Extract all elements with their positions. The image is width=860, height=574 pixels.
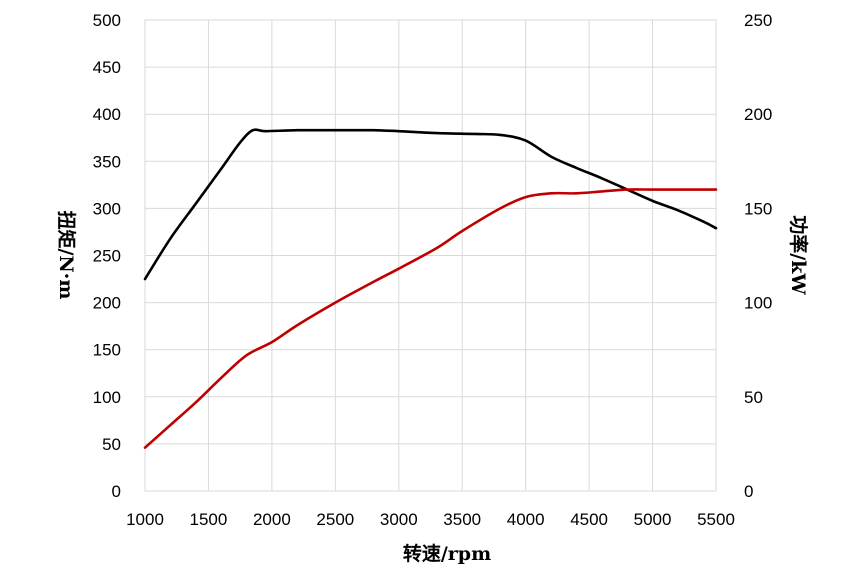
x-tick-label: 3000 (380, 510, 418, 529)
y-left-tick-label: 100 (93, 388, 121, 407)
y-left-tick-label: 450 (93, 58, 121, 77)
y-right-tick-label: 50 (744, 388, 763, 407)
y-left-tick-label: 200 (93, 294, 121, 313)
y-left-tick-label: 0 (112, 482, 121, 501)
y-left-axis-title: 扭矩/N·m (55, 210, 78, 299)
y-left-tick-label: 350 (93, 152, 121, 171)
x-tick-label: 4000 (507, 510, 545, 529)
y-right-tick-label: 0 (744, 482, 753, 501)
y-right-tick-label: 100 (744, 294, 772, 313)
x-tick-label: 2500 (316, 510, 354, 529)
plot-frame (144, 19, 717, 492)
y-left-tick-label: 300 (93, 199, 121, 218)
power-line (143, 188, 718, 449)
y-right-axis-ticks: 0 50 100 150 200 250 (744, 11, 772, 501)
y-left-axis-ticks: 0 50 100 150 200 250 300 350 400 450 500 (93, 11, 121, 501)
x-tick-label: 1000 (126, 510, 164, 529)
y-left-tick-label: 150 (93, 341, 121, 360)
x-axis-title: 转速/rpm (403, 542, 491, 565)
y-left-tick-label: 400 (93, 105, 121, 124)
grid (144, 19, 717, 492)
x-tick-label: 5000 (634, 510, 672, 529)
y-left-tick-label: 50 (102, 435, 121, 454)
x-tick-label: 3500 (443, 510, 481, 529)
y-right-tick-label: 250 (744, 11, 772, 30)
x-tick-label: 4500 (570, 510, 608, 529)
x-tick-label: 5500 (697, 510, 735, 529)
x-tick-label: 1500 (190, 510, 228, 529)
y-right-tick-label: 150 (744, 199, 772, 218)
x-tick-label: 2000 (253, 510, 291, 529)
series-layer (143, 128, 718, 449)
x-axis-ticks: 1000 1500 2000 2500 3000 3500 4000 4500 5000 5500 (126, 510, 735, 529)
torque-line (143, 128, 718, 281)
y-left-tick-label: 250 (93, 247, 121, 266)
y-right-tick-label: 200 (744, 105, 772, 124)
y-left-tick-label: 500 (93, 11, 121, 30)
y-right-axis-title: 功率/kW (787, 215, 810, 295)
